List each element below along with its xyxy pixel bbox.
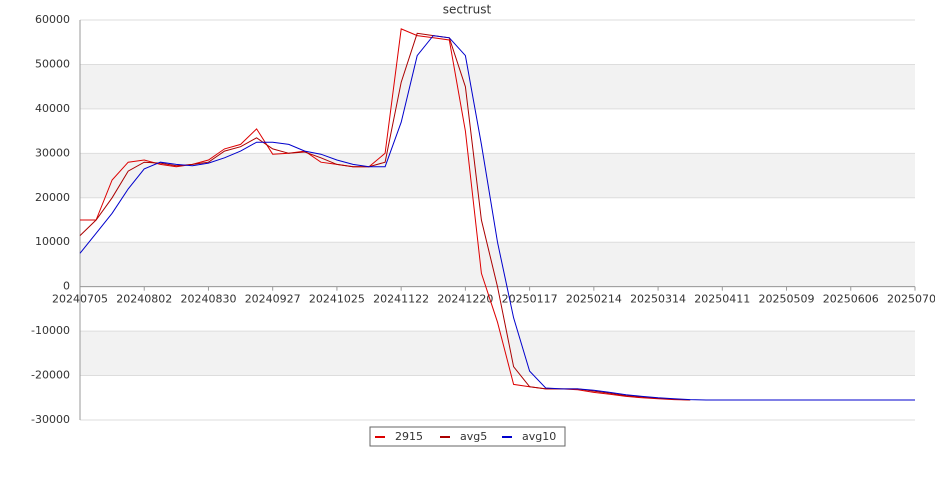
y-tick-label: 30000 [35,146,70,159]
grid-band [80,242,915,287]
y-tick-label: 10000 [35,235,70,248]
y-tick-label: -10000 [31,324,70,337]
y-tick-label: -20000 [31,369,70,382]
legend-box [369,426,566,447]
series-line [80,28,691,401]
y-tick-label: 40000 [35,102,70,115]
x-tick-label: 20250606 [823,293,879,306]
legend-label: avg10 [522,430,556,443]
x-tick-label: 20250509 [759,293,815,306]
x-tick-label: 20241220 [437,293,493,306]
y-tick-label: -30000 [31,413,70,426]
x-tick-label: 20241122 [373,293,429,306]
x-tick-label: 20240802 [116,293,172,306]
y-tick-label: 50000 [35,57,70,70]
legend-label: avg5 [460,430,487,443]
x-tick-label: 20241025 [309,293,365,306]
x-tick-label: 20250704 [887,293,935,306]
legend-label: 2915 [395,430,423,443]
y-tick-label: 20000 [35,191,70,204]
x-tick-label: 20240705 [52,293,108,306]
y-tick-label: 0 [63,280,70,293]
grid-band [80,64,915,109]
y-tick-label: 60000 [35,13,70,26]
x-tick-label: 20250117 [502,293,558,306]
x-tick-label: 20240830 [180,293,236,306]
x-tick-label: 20250411 [694,293,750,306]
chart-title: sectrust [443,3,492,17]
grid-band [80,153,915,198]
x-tick-label: 20250214 [566,293,622,306]
x-tick-label: 20250314 [630,293,686,306]
series-line [79,35,915,401]
grid-band [80,331,915,376]
x-tick-label: 20240927 [245,293,301,306]
